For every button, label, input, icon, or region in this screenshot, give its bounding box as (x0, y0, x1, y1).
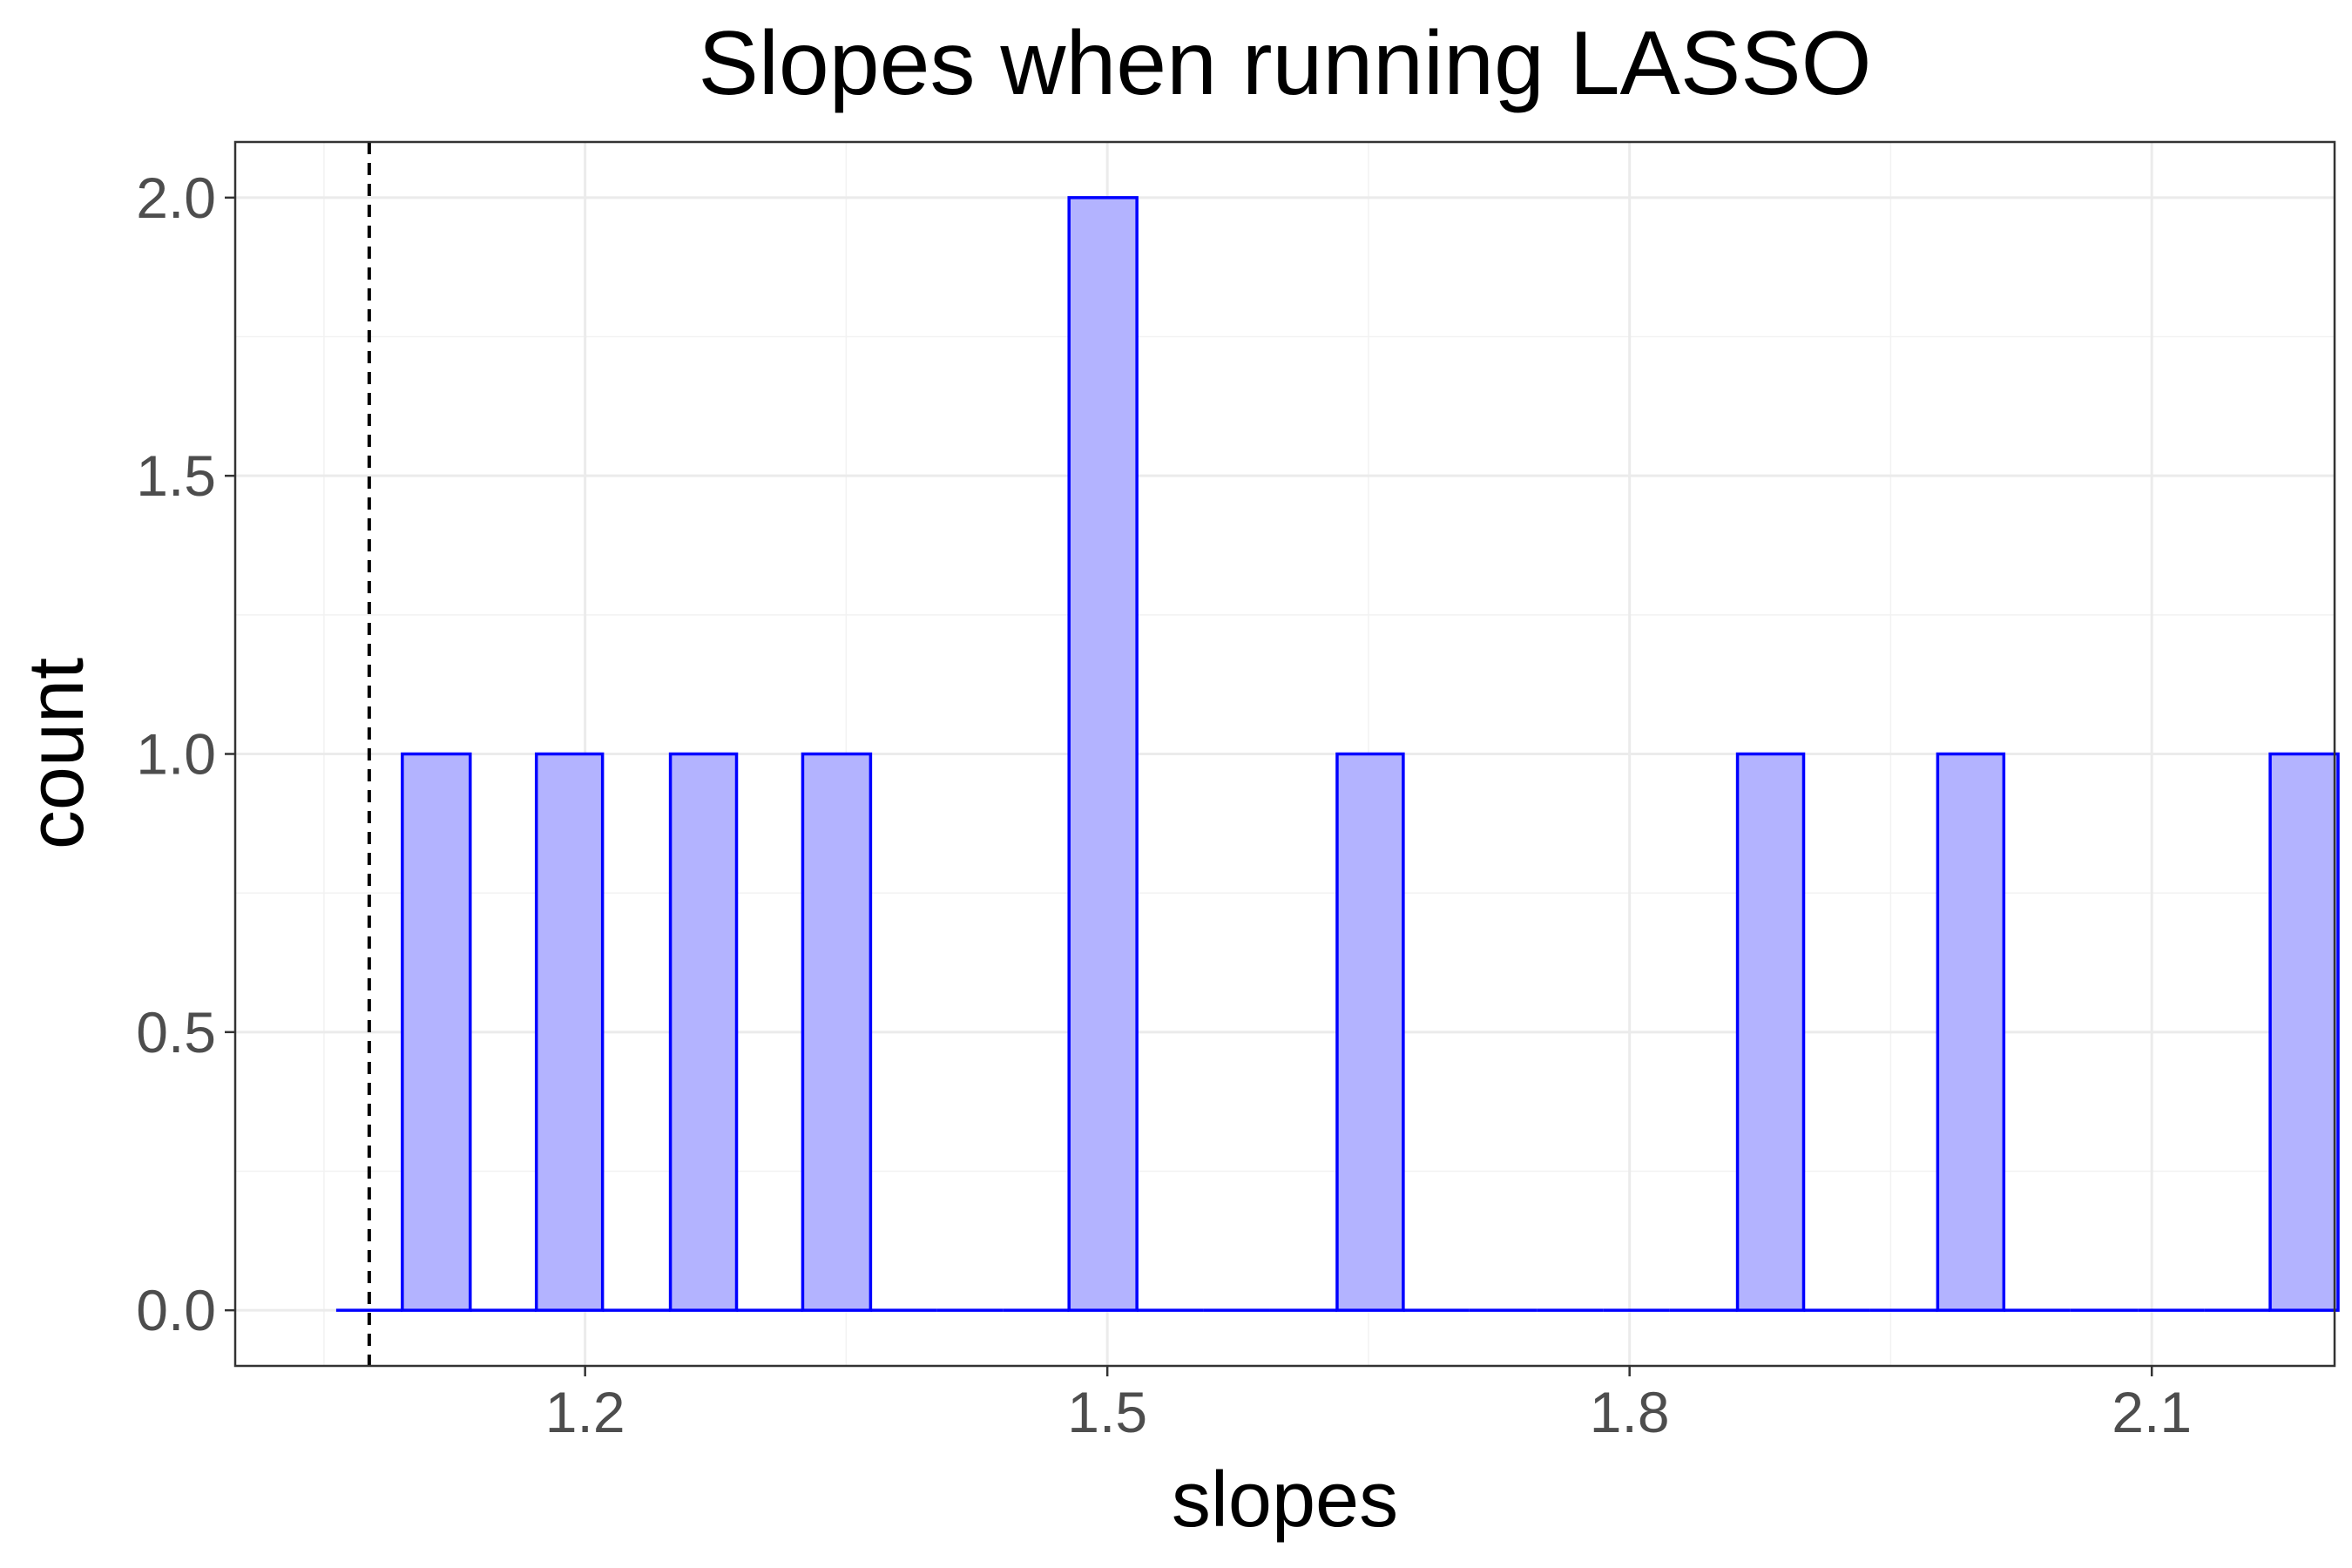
x-tick-label: 1.2 (545, 1380, 625, 1444)
y-tick-label: 0.5 (136, 1000, 216, 1064)
histogram-bar (534, 752, 605, 1312)
y-tick-label: 1.5 (136, 443, 216, 508)
histogram-bar (801, 752, 873, 1312)
histogram-bars (335, 196, 2340, 1312)
y-axis-ticks: 0.0 0.5 1.0 1.5 2.0 (136, 166, 235, 1342)
y-tick-label: 0.0 (136, 1278, 216, 1342)
histogram-bar (401, 752, 472, 1312)
x-tick-label: 2.1 (2112, 1380, 2192, 1444)
x-tick-label: 1.8 (1590, 1380, 1670, 1444)
y-tick-label: 1.0 (136, 722, 216, 787)
histogram-bar (1735, 752, 1806, 1312)
y-tick-label: 2.0 (136, 166, 216, 230)
histogram-bar (2268, 752, 2340, 1312)
histogram-bar (668, 752, 739, 1312)
y-axis-title: count (13, 658, 100, 849)
x-axis-ticks: 1.2 1.5 1.8 2.1 (545, 1366, 2192, 1444)
histogram-bar (1067, 196, 1139, 1312)
x-tick-label: 1.5 (1067, 1380, 1147, 1444)
histogram-bar (1335, 752, 1405, 1312)
chart-title: Slopes when running LASSO (698, 13, 1871, 114)
x-axis-title: slopes (1172, 1456, 1398, 1544)
histogram-bar (1936, 752, 2006, 1312)
